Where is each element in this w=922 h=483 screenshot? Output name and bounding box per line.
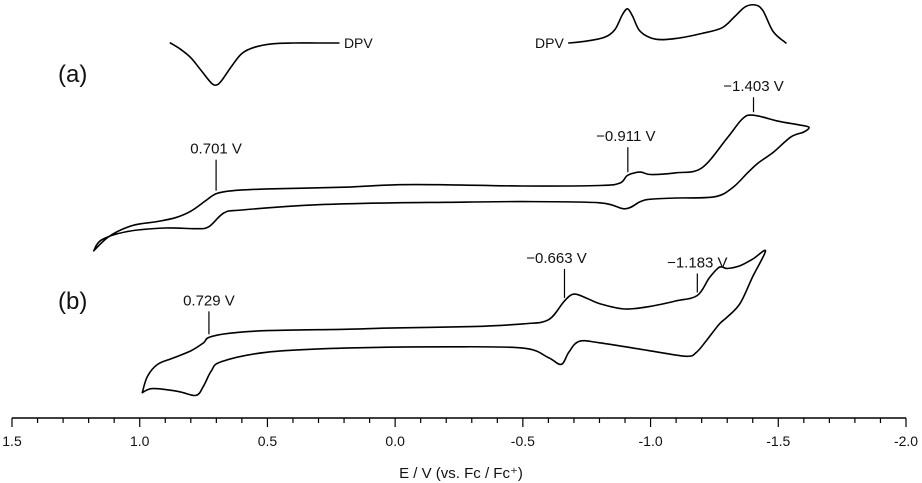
x-tick-label: 0.0	[385, 433, 405, 449]
x-tick-label: -1.0	[639, 433, 663, 449]
panel-b: (b) 0.729 V −0.663 V −1.183 V	[58, 249, 767, 397]
dpv-label: DPV	[535, 35, 564, 51]
peak-potential-label: −0.663 V	[526, 250, 586, 267]
cv-curve-b	[141, 249, 767, 397]
peak-potential-label: −0.911 V	[596, 128, 655, 145]
dpv-label: DPV	[344, 35, 373, 51]
x-tick-label: -2.0	[894, 433, 918, 449]
x-tick-label: 1.0	[130, 433, 150, 449]
x-axis-label: E / V (vs. Fc / Fc⁺)	[399, 465, 523, 482]
dpv-curve	[169, 42, 340, 86]
peak-potential-label: 0.729 V	[183, 292, 235, 309]
cv-curve-a	[92, 114, 810, 252]
dpv-curve	[568, 3, 787, 44]
x-tick-label: -0.5	[511, 433, 535, 449]
x-axis: 1.5 1.0 0.5 0.0 -0.5 -1.0 -1.5 -2.0	[2, 417, 918, 449]
peak-potential-label: −1.183 V	[667, 255, 727, 272]
x-tick-label: 0.5	[258, 433, 278, 449]
panel-b-label: (b)	[58, 288, 87, 315]
x-tick-label: -1.5	[766, 433, 790, 449]
x-tick-label: 1.5	[2, 433, 22, 449]
peak-potential-label: 0.701 V	[190, 141, 242, 158]
panel-a: (a) 0.701 V −0.911 V −1.403 V DPV DPV	[58, 3, 810, 252]
peak-potential-label: −1.403 V	[723, 78, 783, 95]
panel-a-label: (a)	[58, 61, 87, 88]
